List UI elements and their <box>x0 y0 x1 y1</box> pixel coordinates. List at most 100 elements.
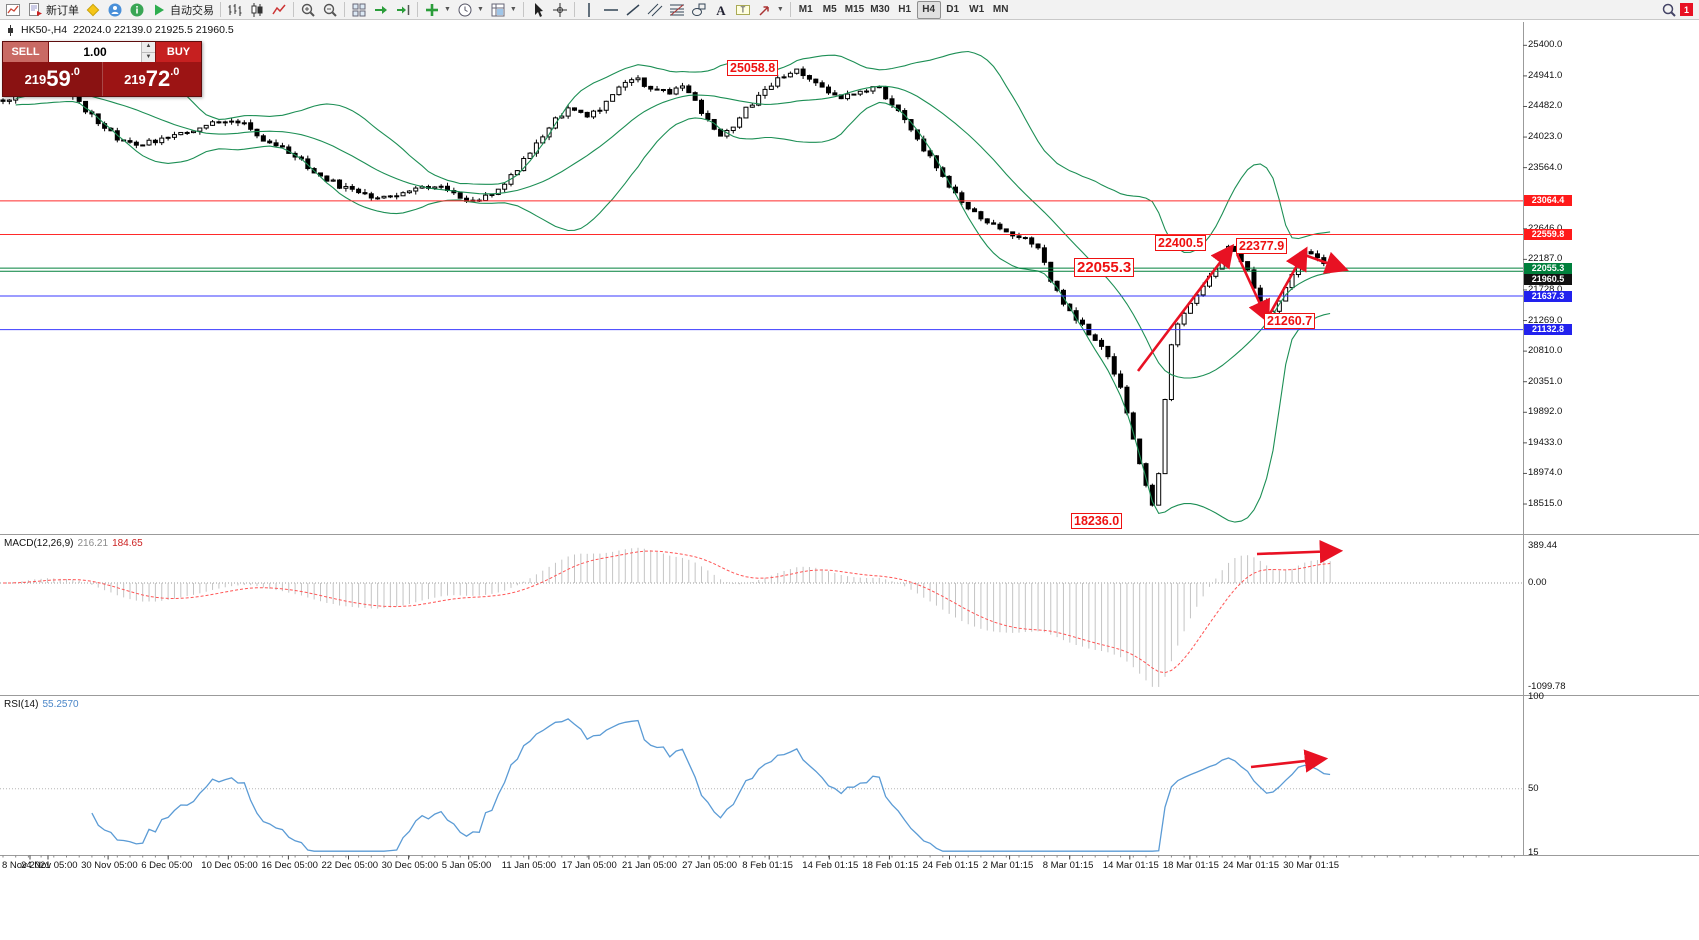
shapes-tool-button[interactable] <box>688 1 710 19</box>
periods-button[interactable]: ▼ <box>454 1 487 19</box>
price-axis-tick: 24941.0 <box>1528 69 1563 81</box>
price-label-annotation[interactable]: 22055.3 <box>1074 258 1135 277</box>
symbol-period-label: HK50-,H4 <box>21 24 68 36</box>
timeframe-m5-label: M5 <box>822 4 837 15</box>
notification-badge[interactable]: 1 <box>1680 3 1693 16</box>
templates-button[interactable]: ▼ <box>487 1 520 19</box>
price-label-annotation[interactable]: 21260.7 <box>1264 313 1316 329</box>
timeframe-h1-button[interactable]: H1 <box>893 1 917 19</box>
rsi-indicator-label: RSI(14) 55.2570 <box>4 699 79 710</box>
new-chart-button[interactable] <box>2 1 24 19</box>
time-axis-label: 8 Feb 01:15 <box>742 860 793 871</box>
crosshair-icon <box>552 2 568 18</box>
symbol-icon <box>6 24 15 36</box>
autotrading-button[interactable]: 自动交易 <box>148 1 217 19</box>
price-axis-tick: 19892.0 <box>1528 406 1563 418</box>
timeframe-m15-label: M15 <box>844 4 865 15</box>
timeframe-w1-button[interactable]: W1 <box>965 1 989 19</box>
chevron-down-icon[interactable]: ▼ <box>476 6 484 13</box>
trend-arrows[interactable] <box>1136 243 1349 773</box>
macd-title: MACD(12,26,9) <box>4 538 74 549</box>
line-chart-mode-button[interactable] <box>268 1 290 19</box>
text-tool-icon: A <box>713 2 729 18</box>
sell-price-digits: 59 <box>46 66 71 91</box>
sell-button[interactable]: SELL <box>3 42 49 62</box>
zoom-in-button[interactable] <box>297 1 319 19</box>
timeframe-mn-label: MN <box>992 4 1009 15</box>
volume-control: ▲ ▼ <box>49 42 155 62</box>
time-axis-label: 18 Mar 01:15 <box>1162 860 1219 871</box>
timeframe-m1-label: M1 <box>798 4 813 15</box>
crosshair-button[interactable] <box>549 1 571 19</box>
toolbar: 新订单 自动交易 ▼ ▼ ▼ A T ▼ M1 M5 M15 M30 H1 H4 D1 W1 MN 1 <box>0 0 1699 20</box>
indicators-button[interactable]: ▼ <box>421 1 454 19</box>
shapes-tool-icon <box>691 2 707 18</box>
time-axis-label: 8 Nov 2021 <box>2 860 51 871</box>
chevron-down-icon[interactable]: ▼ <box>444 6 451 13</box>
autotrading-icon <box>151 2 167 18</box>
rsi-value: 55.2570 <box>42 699 79 710</box>
timeframe-m30-button[interactable]: M30 <box>867 1 892 19</box>
price-label-annotation[interactable]: 22400.5 <box>1155 235 1207 251</box>
sell-price[interactable]: 219 59.0 <box>3 62 103 96</box>
timeframe-mn-button[interactable]: MN <box>989 1 1013 19</box>
auto-scroll-button[interactable] <box>370 1 392 19</box>
chevron-down-icon[interactable]: ▼ <box>776 6 784 13</box>
price-axis-marker: 23064.4 <box>1524 195 1572 207</box>
trendline-tool-button[interactable] <box>622 1 644 19</box>
time-axis-label: 2 Mar 01:15 <box>982 860 1034 871</box>
ohlc-values: 22024.0 22139.0 21925.5 21960.5 <box>73 24 234 36</box>
fibonacci-tool-button[interactable] <box>666 1 688 19</box>
community-button[interactable] <box>104 1 126 19</box>
vertical-line-tool-icon <box>581 2 597 18</box>
templates-icon <box>490 2 506 18</box>
cursor-button[interactable] <box>527 1 549 19</box>
volume-down-button[interactable]: ▼ <box>142 52 155 62</box>
timeframe-m1-button[interactable]: M1 <box>794 1 818 19</box>
horizontal-lines[interactable] <box>0 200 1523 331</box>
zoom-out-button[interactable] <box>319 1 341 19</box>
tile-windows-icon <box>351 2 367 18</box>
price-label-annotation[interactable]: 22377.9 <box>1236 238 1288 254</box>
price-label-annotation[interactable]: 25058.8 <box>727 60 779 76</box>
timeframe-h1-label: H1 <box>898 4 912 15</box>
search-button[interactable] <box>1658 1 1680 19</box>
price-label-annotation[interactable]: 18236.0 <box>1071 513 1123 529</box>
toolbar-separator <box>573 2 575 17</box>
volume-up-button[interactable]: ▲ <box>142 42 155 53</box>
periods-icon <box>457 2 473 18</box>
chart-shift-button[interactable] <box>392 1 414 19</box>
timeframe-m15-button[interactable]: M15 <box>842 1 867 19</box>
channel-tool-icon <box>647 2 663 18</box>
candle-chart-mode-button[interactable] <box>246 1 268 19</box>
bar-chart-mode-button[interactable] <box>224 1 246 19</box>
price-axis-tick: 24482.0 <box>1528 100 1563 112</box>
time-axis-label: 24 Nov 05:00 <box>21 860 78 871</box>
vertical-line-tool-button[interactable] <box>578 1 600 19</box>
text-tool-button[interactable]: A <box>710 1 732 19</box>
time-axis-label: 17 Jan 05:00 <box>561 860 617 871</box>
help-button[interactable] <box>126 1 148 19</box>
timeframe-d1-button[interactable]: D1 <box>941 1 965 19</box>
timeframe-h4-button[interactable]: H4 <box>916 0 941 19</box>
channel-tool-button[interactable] <box>644 1 666 19</box>
label-tool-button[interactable]: T <box>732 1 754 19</box>
toolbar-separator <box>417 2 418 17</box>
new-order-button[interactable]: 新订单 <box>24 1 82 19</box>
bollinger-bands <box>15 50 1331 523</box>
buy-price[interactable]: 219 72.0 <box>102 62 201 96</box>
tile-windows-button[interactable] <box>348 1 370 19</box>
chevron-down-icon[interactable]: ▼ <box>509 6 517 13</box>
trendline-tool-icon <box>625 2 641 18</box>
timeframe-m5-button[interactable]: M5 <box>818 1 842 19</box>
arrows-tool-button[interactable]: ▼ <box>754 1 787 19</box>
horizontal-line-tool-button[interactable] <box>600 1 622 19</box>
metaeditor-button[interactable] <box>82 1 104 19</box>
price-axis-tick: 21728.0 <box>1528 283 1563 295</box>
time-axis-label: 30 Dec 05:00 <box>381 860 439 871</box>
buy-button[interactable]: BUY <box>155 42 201 62</box>
volume-input[interactable] <box>49 42 141 62</box>
fibonacci-tool-icon <box>669 2 685 18</box>
